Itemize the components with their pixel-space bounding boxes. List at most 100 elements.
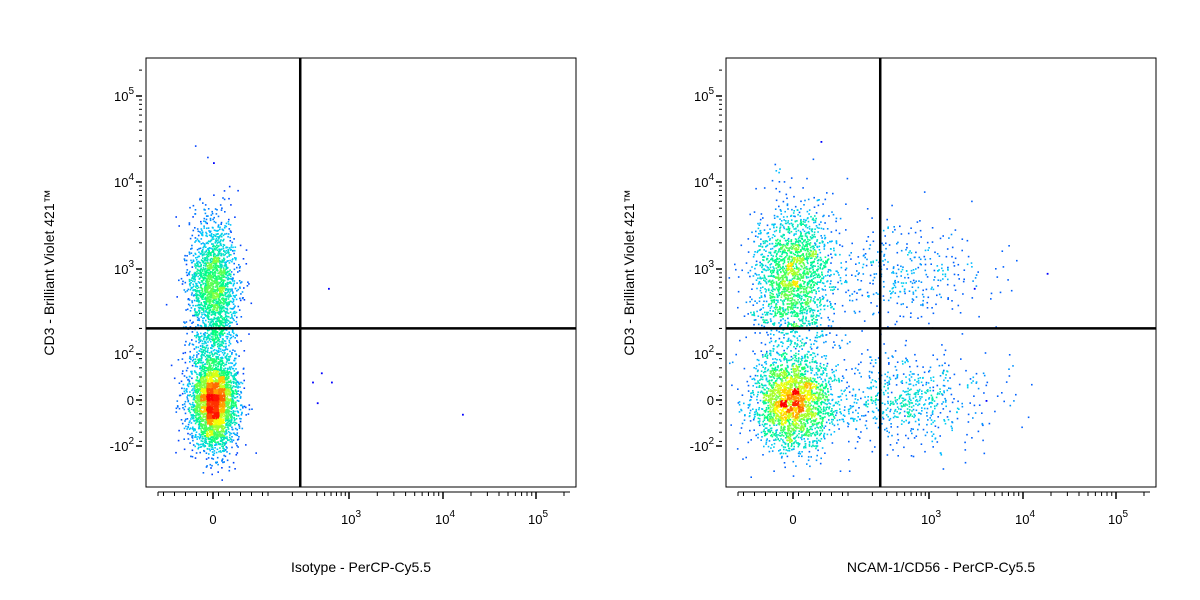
- event-dot: [198, 414, 200, 416]
- event-dot: [203, 313, 205, 315]
- event-dot: [216, 343, 219, 346]
- event-dot: [210, 440, 213, 443]
- event-dot: [233, 405, 235, 407]
- event-dot: [197, 358, 199, 361]
- event-dot: [220, 421, 222, 424]
- event-dot: [193, 411, 196, 414]
- event-dot: [219, 334, 221, 337]
- event-dot: [243, 379, 245, 382]
- event-dot: [237, 390, 240, 392]
- event-dot: [225, 361, 228, 363]
- event-dot: [211, 464, 213, 467]
- event-dot: [220, 309, 223, 311]
- event-dot: [227, 380, 230, 383]
- event-dot: [211, 251, 213, 253]
- event-dot: [243, 299, 246, 301]
- event-dot: [221, 324, 223, 326]
- event-dot: [204, 212, 207, 215]
- event-dot: [222, 425, 224, 427]
- event-dot: [225, 272, 227, 275]
- event-dot: [222, 401, 224, 403]
- event-dot: [209, 379, 212, 382]
- event-dot: [218, 432, 221, 435]
- event-dot: [221, 207, 223, 209]
- event-dot: [197, 346, 200, 349]
- event-dot: [183, 390, 186, 393]
- event-dot: [239, 386, 241, 388]
- event-dot: [188, 344, 190, 346]
- event-dot: [205, 374, 207, 377]
- event-dot: [203, 208, 206, 211]
- event-dot: [219, 242, 222, 245]
- event-dot: [193, 405, 195, 408]
- event-dot: [210, 358, 213, 361]
- event-dot: [239, 297, 241, 300]
- event-dot: [194, 253, 197, 256]
- event-dot: [205, 310, 207, 312]
- event-dot: [214, 368, 216, 370]
- event-dot: [219, 343, 221, 345]
- event-dot: [189, 361, 191, 363]
- event-dot: [225, 442, 228, 444]
- event-dot: [200, 350, 203, 353]
- event-dot: [227, 221, 230, 223]
- event-dot: [199, 397, 202, 399]
- event-dot: [207, 298, 209, 300]
- event-dot: [204, 324, 206, 326]
- event-dot: [195, 360, 197, 363]
- event-dot: [224, 455, 227, 458]
- event-dot: [206, 447, 209, 450]
- event-dot: [208, 296, 211, 298]
- event-dot: [206, 360, 208, 363]
- event-dot: [194, 241, 196, 243]
- event-dot: [206, 235, 208, 238]
- event-dot: [216, 380, 218, 382]
- event-dot: [216, 386, 218, 389]
- event-dot: [212, 243, 214, 245]
- event-dot: [214, 322, 216, 325]
- event-dot: [205, 391, 208, 394]
- event-dot: [207, 421, 209, 424]
- event-dot: [222, 385, 225, 388]
- event-dot: [216, 356, 218, 358]
- event-dot: [208, 362, 211, 365]
- event-dot: [208, 426, 211, 429]
- event-dot: [240, 392, 243, 394]
- event-dot: [218, 391, 220, 394]
- event-dot: [211, 283, 213, 286]
- event-dot: [198, 303, 200, 306]
- event-dot: [198, 394, 200, 397]
- event-dot: [220, 221, 223, 224]
- event-dot: [204, 388, 207, 391]
- event-dot: [237, 400, 240, 402]
- event-dot: [216, 284, 219, 287]
- event-dot: [239, 282, 242, 284]
- event-dot: [196, 268, 199, 271]
- event-dot: [223, 198, 226, 201]
- event-dot: [200, 380, 202, 382]
- event-dot: [197, 300, 199, 303]
- event-dot: [201, 373, 203, 376]
- event-dot: [217, 388, 219, 391]
- event-dot: [194, 410, 197, 412]
- event-dot: [200, 446, 203, 448]
- event-dot: [213, 387, 215, 389]
- event-dot: [219, 276, 221, 279]
- event-dot: [215, 358, 218, 361]
- event-dot: [229, 300, 232, 303]
- event-dot: [226, 315, 228, 318]
- event-dot: [221, 407, 223, 410]
- event-dot: [228, 439, 230, 441]
- event-dot: [202, 257, 204, 259]
- event-dot: [226, 387, 229, 389]
- event-dot: [204, 421, 206, 423]
- event-dot: [214, 439, 216, 442]
- event-dot: [212, 373, 214, 376]
- event-dot: [209, 275, 211, 277]
- event-dot: [196, 398, 198, 401]
- event-dot: [216, 407, 218, 410]
- event-dot: [201, 335, 203, 337]
- event-dot: [235, 353, 237, 355]
- event-dot: [235, 454, 238, 456]
- event-dot: [206, 357, 208, 360]
